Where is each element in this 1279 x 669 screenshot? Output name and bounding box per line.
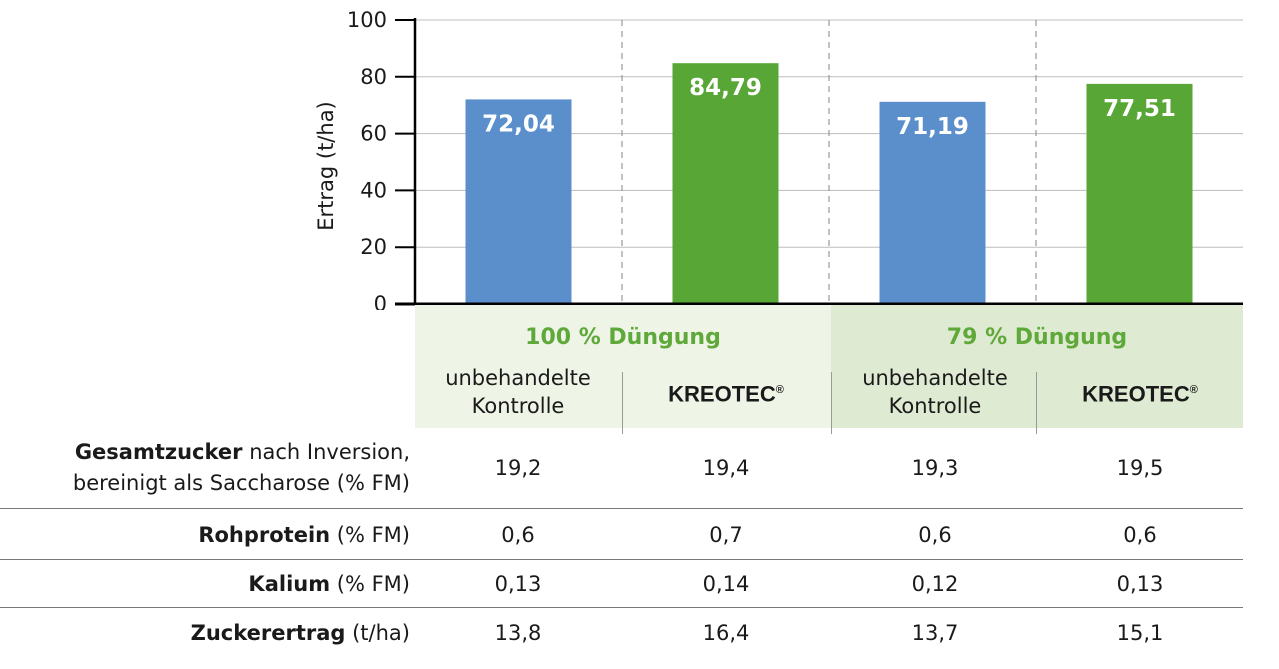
bar-value-label: 72,04 [482, 111, 555, 137]
bar-value-label: 71,19 [896, 114, 969, 140]
table-cell: 16,4 [702, 621, 750, 645]
category-line1: KREOTEC [1082, 381, 1190, 407]
row-divider [0, 508, 1243, 509]
y-tick-label: 80 [360, 65, 387, 89]
group-title-100: 100 % Düngung [525, 325, 721, 350]
table-cell: 0,6 [501, 523, 535, 547]
category-line2: Kontrolle [888, 394, 982, 418]
row-label-rest: (t/ha) [345, 621, 410, 645]
row-label-bold: Zuckerertrag [190, 621, 346, 645]
category-line1: unbehandelte [445, 366, 591, 390]
category-line1: unbehandelte [862, 366, 1008, 390]
table-cell: 13,7 [911, 621, 959, 645]
row-label-zuckerertrag: Zuckerertrag (t/ha) [0, 618, 410, 649]
y-tick-label: 40 [360, 178, 387, 202]
bar-value-label: 77,51 [1103, 96, 1176, 122]
category-line2: Kontrolle [471, 394, 565, 418]
registered-mark: ® [775, 383, 784, 396]
bar [672, 63, 779, 305]
table-cell: 19,4 [702, 456, 750, 480]
bar-value-label: 84,79 [689, 75, 762, 101]
row-label-gesamtzucker: Gesamtzucker nach Inversion, bereinigt a… [0, 437, 410, 499]
table-cell: 0,7 [709, 523, 743, 547]
row-label-kalium: Kalium (% FM) [0, 569, 410, 600]
row-label-line2: bereinigt als Saccharose (% FM) [72, 471, 410, 495]
row-label-rest: (% FM) [330, 523, 410, 547]
table-cell: 19,5 [1116, 456, 1164, 480]
group-band-79 [831, 305, 1243, 428]
table-cell: 13,8 [494, 621, 542, 645]
table-cell: 0,13 [494, 572, 542, 596]
y-tick-label: 100 [347, 8, 387, 32]
y-tick-label: 20 [360, 235, 387, 259]
table-cell: 19,3 [911, 456, 959, 480]
category-separator [831, 372, 832, 434]
row-divider [0, 559, 1243, 560]
row-divider [0, 607, 1243, 608]
table-cell: 0,13 [1116, 572, 1164, 596]
y-axis-title: Ertrag (t/ha) [314, 101, 338, 231]
table-cell: 19,2 [494, 456, 542, 480]
registered-mark: ® [1189, 383, 1198, 396]
table-cell: 0,6 [918, 523, 952, 547]
y-tick-label: 60 [360, 122, 387, 146]
row-label-rest: nach Inversion, [242, 440, 410, 464]
group-band-100 [415, 305, 831, 428]
row-label-rest: (% FM) [330, 572, 410, 596]
bar [1086, 83, 1193, 304]
category-separator [622, 372, 623, 434]
table-cell: 0,6 [1123, 523, 1157, 547]
category-line1: KREOTEC [668, 381, 776, 407]
table-cell: 0,14 [702, 572, 750, 596]
row-label-rohprotein: Rohprotein (% FM) [0, 520, 410, 551]
y-tick-label: 0 [374, 292, 387, 310]
table-cell: 0,12 [911, 572, 959, 596]
group-title-79: 79 % Düngung [946, 325, 1128, 350]
bar-chart: 0 20 40 60 80 100 72,04 84,79 71,19 77,51 Ertrag (… [314, 8, 1243, 310]
bar [465, 99, 572, 304]
row-label-bold: Kalium [248, 572, 331, 596]
category-label-control-79: unbehandelte Kontrolle [831, 360, 1039, 424]
row-label-bold: Gesamtzucker [74, 440, 243, 464]
category-label-control-100: unbehandelte Kontrolle [414, 360, 622, 424]
row-label-bold: Rohprotein [198, 523, 331, 547]
category-separator [1036, 372, 1037, 434]
category-label-kreotec-79: KREOTEC® [1036, 360, 1244, 424]
category-label-kreotec-100: KREOTEC® [622, 360, 830, 424]
bar [879, 101, 986, 304]
table-cell: 15,1 [1116, 621, 1164, 645]
